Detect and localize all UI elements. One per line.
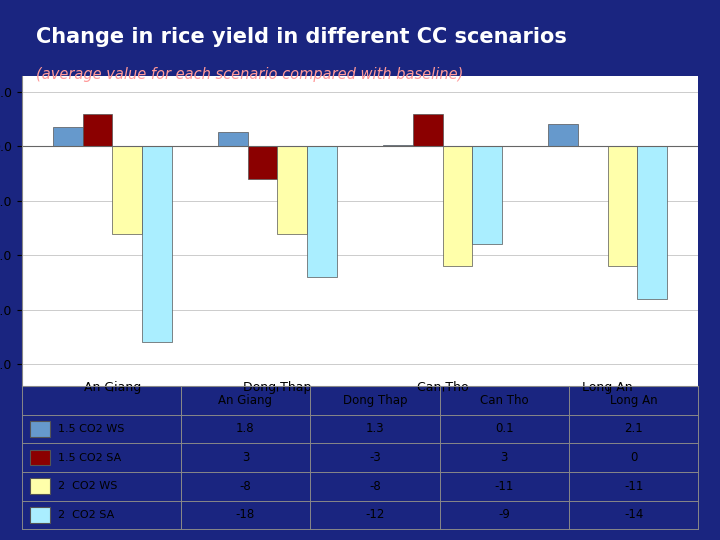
Bar (472, 146, 502, 245)
Bar (383, 145, 413, 146)
Text: Dong Thap: Dong Thap (343, 394, 407, 407)
Text: Can Tho: Can Tho (480, 394, 528, 407)
Text: -8: -8 (369, 480, 381, 492)
Bar (608, 146, 637, 266)
Bar (248, 146, 277, 179)
Bar (30, 478, 50, 494)
Text: Can Tho: Can Tho (417, 381, 468, 394)
Text: 1.5 CO2 SA: 1.5 CO2 SA (58, 453, 122, 463)
Bar (112, 146, 142, 233)
Text: 2  CO2 SA: 2 CO2 SA (58, 510, 114, 520)
Bar (443, 146, 472, 266)
Text: (average value for each scenario compared with baseline): (average value for each scenario compare… (36, 68, 464, 83)
Bar (30, 450, 50, 465)
Text: 1.3: 1.3 (366, 422, 384, 435)
Text: 3: 3 (242, 451, 249, 464)
Text: Dong Thap: Dong Thap (243, 381, 312, 394)
Text: -14: -14 (624, 508, 644, 522)
Text: -8: -8 (240, 480, 251, 492)
Bar (83, 114, 112, 146)
Text: 1.5 CO2 WS: 1.5 CO2 WS (58, 424, 125, 434)
Bar (218, 132, 248, 146)
Bar (307, 146, 337, 277)
Text: 0.1: 0.1 (495, 422, 513, 435)
Bar (30, 507, 50, 523)
Bar (30, 421, 50, 437)
Bar (413, 114, 443, 146)
Text: -11: -11 (624, 480, 644, 492)
Text: Long An: Long An (610, 394, 657, 407)
Bar (548, 124, 578, 146)
Text: -18: -18 (235, 508, 255, 522)
Text: Change in rice yield in different CC scenarios: Change in rice yield in different CC sce… (36, 27, 567, 47)
Text: Long An: Long An (582, 381, 633, 394)
Text: -12: -12 (365, 508, 384, 522)
Bar (277, 146, 307, 233)
Text: -3: -3 (369, 451, 381, 464)
Text: -11: -11 (495, 480, 514, 492)
Text: 3: 3 (500, 451, 508, 464)
Bar (142, 146, 172, 342)
Bar (637, 146, 667, 299)
Text: 0: 0 (630, 451, 637, 464)
Text: 2  CO2 WS: 2 CO2 WS (58, 481, 117, 491)
Bar (53, 127, 83, 146)
Text: -9: -9 (498, 508, 510, 522)
Text: An Giang: An Giang (218, 394, 272, 407)
Text: 2.1: 2.1 (624, 422, 643, 435)
Text: An Giang: An Giang (84, 381, 141, 394)
Text: 1.8: 1.8 (236, 422, 255, 435)
